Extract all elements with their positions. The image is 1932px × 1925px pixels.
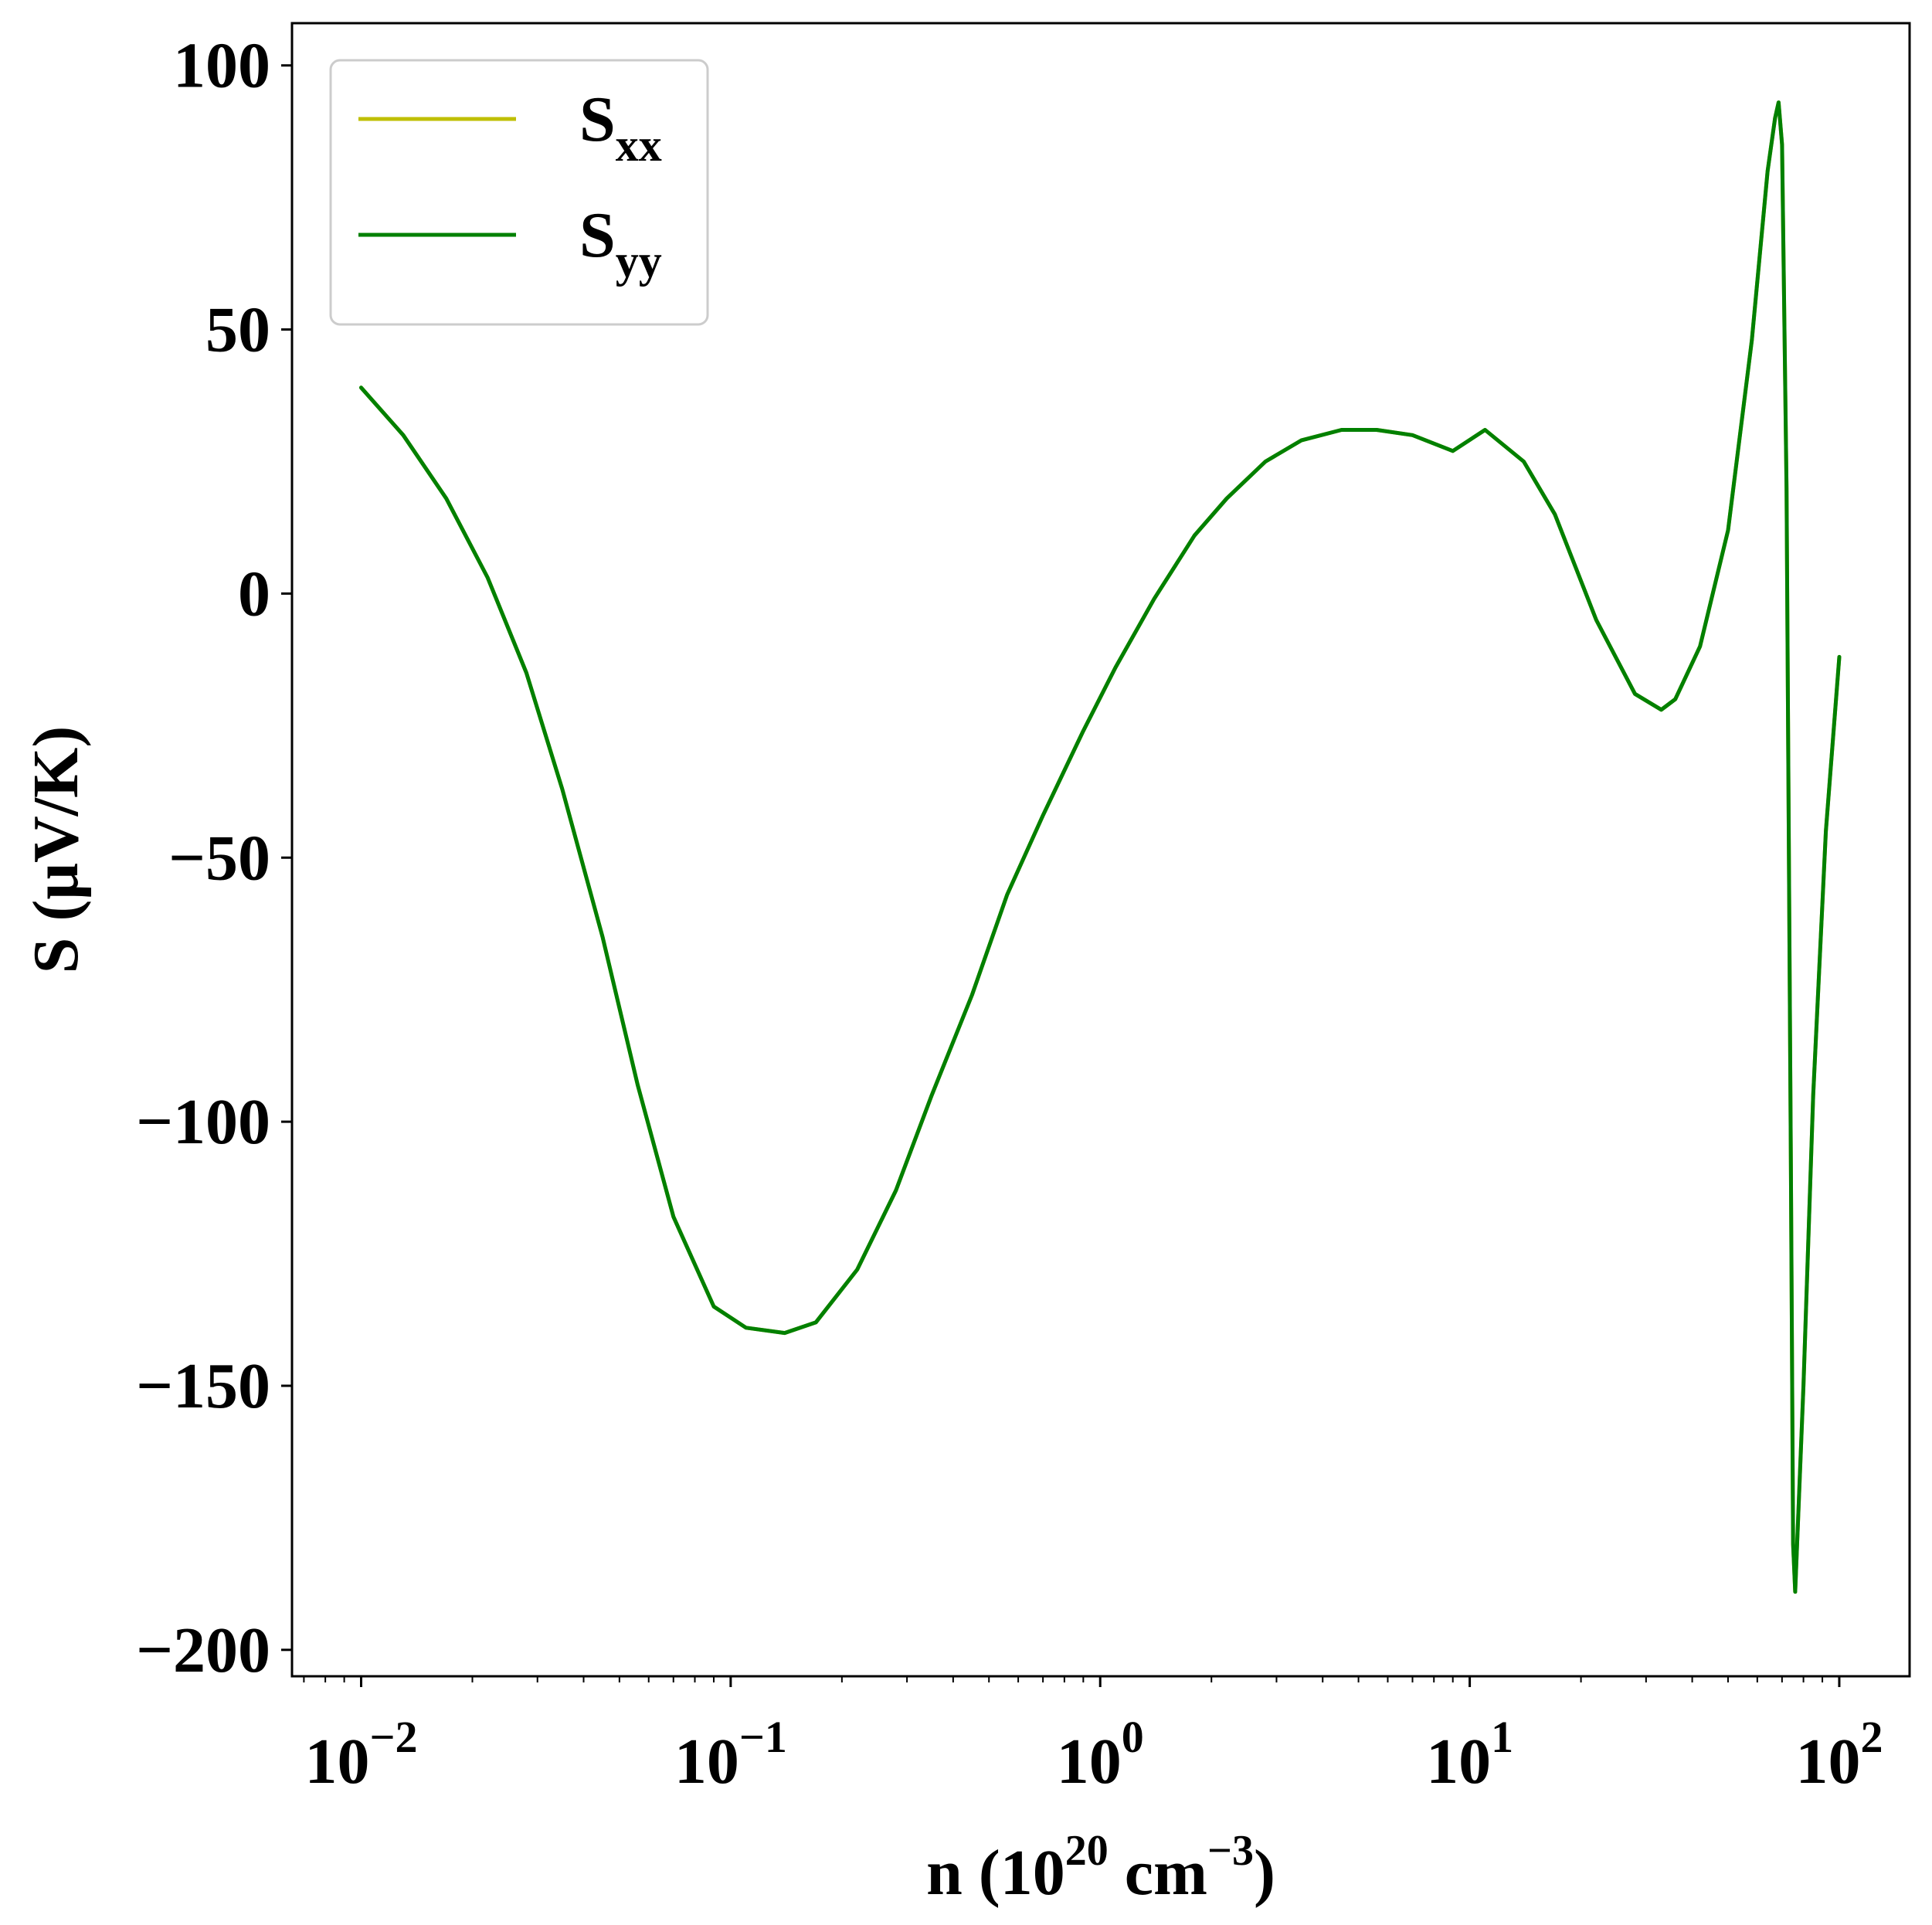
legend-box [329, 59, 709, 326]
x-tick-label-exp-1: −1 [739, 1712, 787, 1762]
x-tick-label-2: 100 [1057, 1712, 1144, 1798]
x-axis-title-tail: ) [1254, 1837, 1275, 1909]
x-tick-label-base-0: 10 [304, 1726, 369, 1798]
y-tick-label-3: −50 [168, 822, 270, 894]
x-tick-label-exp-2: 0 [1122, 1712, 1144, 1762]
y-tick-label-5: −150 [136, 1350, 270, 1422]
y-axis-title: S (μV/K) [20, 726, 92, 974]
x-axis-title-exp2: −3 [1207, 1827, 1254, 1875]
x-tick-label-base-1: 10 [674, 1726, 739, 1798]
legend-label-sub-xx: xx [616, 120, 662, 171]
x-tick-label-exp-4: 2 [1860, 1712, 1883, 1762]
x-tick-label-base-3: 10 [1426, 1726, 1491, 1798]
y-tick-label-2: 0 [238, 558, 270, 630]
y-tick-label-4: −100 [136, 1086, 270, 1158]
y-tick-label-0: 100 [173, 30, 270, 102]
x-tick-label-exp-3: 1 [1491, 1712, 1513, 1762]
x-tick-label-exp-0: −2 [369, 1712, 417, 1762]
x-axis-title-exp1: 20 [1065, 1827, 1109, 1875]
y-tick-label-1: 50 [205, 294, 270, 366]
series-layer [359, 100, 1842, 1594]
x-axis-title-base: n (10 [926, 1837, 1065, 1909]
x-tick-label-3: 101 [1426, 1712, 1513, 1798]
x-tick-label-4: 102 [1795, 1712, 1883, 1798]
legend-label-base-xx: S [579, 83, 616, 155]
x-axis-title: n (1020 cm−3) [926, 1827, 1275, 1909]
y-axis: 100 50 0 −50 −100 −150 −200 [136, 30, 292, 1686]
series-line-xx [359, 100, 1842, 1594]
legend-label-sub-yy: yy [616, 236, 662, 287]
x-tick-label-0: 10−2 [304, 1712, 417, 1798]
legend-label-yy: Syy [579, 199, 662, 287]
x-tick-label-base-2: 10 [1057, 1726, 1122, 1798]
legend-label-base-yy: S [579, 199, 616, 271]
legend-label-xx: Sxx [579, 83, 662, 171]
y-tick-label-6: −200 [136, 1614, 270, 1686]
x-axis: 10−2 10−1 100 101 102 [303, 1676, 1883, 1798]
x-tick-label-1: 10−1 [674, 1712, 787, 1798]
x-tick-label-base-4: 10 [1795, 1726, 1860, 1798]
x-axis-title-mid: cm [1109, 1837, 1207, 1909]
series-line-yy [359, 100, 1842, 1594]
